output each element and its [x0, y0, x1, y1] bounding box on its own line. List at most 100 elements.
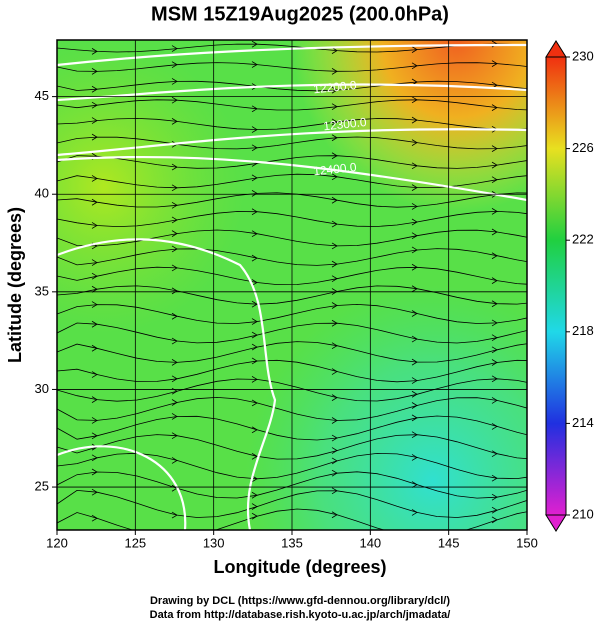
- contour-line: [57, 155, 527, 202]
- stream-arrow: [171, 118, 178, 125]
- stream-arrow: [251, 376, 258, 383]
- stream-arrow: [251, 105, 258, 113]
- y-tick-label: 40: [35, 186, 49, 201]
- stream-arrow: [251, 331, 258, 339]
- stream-arrow: [411, 203, 418, 210]
- stream-arrow: [491, 493, 498, 501]
- stream-arrow: [331, 152, 338, 160]
- stream-arrow: [331, 368, 338, 375]
- streamline: [57, 155, 527, 169]
- colorbar-scale: [545, 56, 567, 516]
- stream-arrow: [411, 285, 418, 293]
- stream-arrow: [91, 454, 98, 462]
- stream-arrow: [411, 46, 418, 53]
- streamline: [57, 378, 527, 402]
- stream-arrow: [491, 60, 498, 67]
- stream-arrow: [331, 68, 338, 75]
- stream-arrow: [411, 263, 418, 271]
- contour-label: 12400.0: [313, 160, 358, 178]
- stream-arrow: [411, 139, 418, 146]
- stream-arrow: [491, 450, 498, 458]
- colorbar: 210 214 218 222 226 230: [545, 40, 594, 532]
- contour-label: 12200.0: [313, 78, 358, 96]
- colorbar-tick-label: 218: [572, 323, 594, 338]
- footer-line: Data from http://database.rish.kyoto-u.a…: [150, 609, 451, 621]
- stream-arrow: [411, 218, 418, 226]
- stream-arrow: [171, 413, 178, 420]
- x-tick-label: 150: [516, 535, 538, 550]
- stream-arrow: [91, 344, 98, 352]
- streamline: [57, 173, 527, 189]
- stream-arrow: [91, 133, 98, 141]
- stream-arrow: [331, 260, 338, 268]
- stream-arrow: [411, 509, 418, 516]
- stream-arrow: [91, 301, 98, 308]
- streamline: [57, 396, 527, 421]
- x-tick-label: 125: [124, 535, 146, 550]
- stream-arrow: [91, 396, 98, 403]
- stream-arrow: [411, 390, 418, 398]
- stream-arrow: [251, 343, 258, 351]
- contour-line: [57, 128, 527, 157]
- stream-arrow: [91, 514, 98, 522]
- stream-arrow: [491, 277, 498, 284]
- stream-arrow: [91, 175, 98, 182]
- title: MSM 15Z19Aug2025 (200.0hPa): [151, 3, 449, 25]
- stream-arrow: [91, 488, 98, 496]
- x-tick-label: 140: [359, 535, 381, 550]
- streamline: [57, 322, 527, 344]
- streamline: [57, 434, 527, 460]
- x-tick-label: 130: [203, 535, 225, 550]
- stream-arrow: [91, 320, 98, 328]
- stream-arrow: [331, 487, 338, 495]
- stream-arrow: [491, 252, 498, 260]
- stream-arrow: [251, 254, 258, 262]
- stream-arrow: [331, 103, 338, 111]
- stream-arrow: [91, 417, 98, 424]
- y-tick-label: 45: [35, 88, 49, 103]
- stream-arrow: [171, 216, 178, 224]
- streamline: [57, 415, 527, 441]
- stream-arrow: [251, 40, 258, 48]
- stream-arrow: [411, 310, 418, 317]
- stream-arrow: [331, 434, 338, 442]
- stream-arrow: [91, 117, 98, 124]
- colorbar-tick-label: 222: [572, 232, 594, 247]
- stream-arrow: [171, 184, 178, 192]
- stream-arrow: [491, 506, 498, 514]
- stream-arrow: [331, 47, 338, 54]
- stream-arrow: [172, 534, 177, 540]
- stream-arrow: [171, 201, 178, 209]
- stream-arrow: [171, 287, 178, 295]
- stream-arrow: [171, 359, 178, 366]
- stream-arrow: [171, 511, 178, 519]
- stream-arrow: [171, 264, 178, 272]
- stream-arrow: [91, 259, 98, 266]
- stream-arrow: [251, 503, 258, 510]
- stream-arrow: [411, 414, 418, 422]
- stream-arrow: [491, 375, 498, 383]
- streamline: [57, 489, 527, 518]
- stream-arrow: [411, 402, 418, 409]
- stream-arrow: [171, 45, 178, 52]
- stream-arrow: [411, 232, 418, 240]
- stream-arrow: [411, 184, 418, 191]
- stream-arrow: [331, 134, 338, 142]
- stream-arrow: [251, 318, 258, 325]
- stream-arrow: [91, 285, 98, 293]
- stream-arrow: [331, 394, 338, 401]
- y-tick-label: 25: [35, 478, 49, 493]
- streamline: [57, 80, 527, 92]
- stream-arrow: [411, 162, 418, 170]
- stream-arrow: [171, 375, 178, 383]
- stream-arrow: [411, 62, 418, 70]
- streamline: [57, 117, 527, 131]
- stream-arrow: [171, 230, 178, 237]
- stream-arrow: [171, 245, 178, 253]
- y-tick-label: 35: [35, 283, 49, 298]
- stream-arrow: [331, 86, 338, 94]
- colorbar-tick-label: 226: [572, 140, 594, 155]
- stream-arrow: [91, 272, 98, 280]
- stream-arrow: [251, 279, 258, 286]
